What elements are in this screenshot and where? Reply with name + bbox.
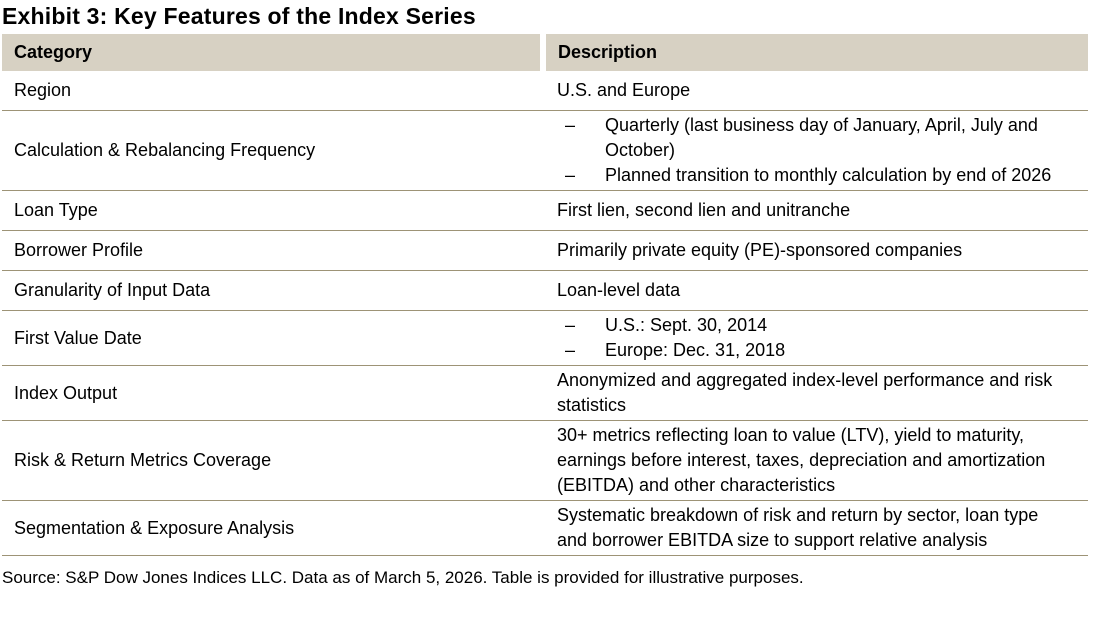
bullet-item: – Europe: Dec. 31, 2018 xyxy=(557,338,1056,363)
dash-bullet-icon: – xyxy=(565,315,576,335)
table-row: Borrower Profile Primarily private equit… xyxy=(2,231,1088,271)
bullet-text: Planned transition to monthly calculatio… xyxy=(605,165,1052,185)
table-row: Segmentation & Exposure Analysis Systema… xyxy=(2,501,1088,556)
category-cell: Risk & Return Metrics Coverage xyxy=(14,450,272,470)
category-cell: Loan Type xyxy=(14,200,98,220)
table-header-row: Category Description xyxy=(2,34,1088,71)
table-body: Region U.S. and Europe Calculation & Reb… xyxy=(2,71,1088,556)
category-cell: First Value Date xyxy=(14,327,142,348)
dash-bullet-icon: – xyxy=(565,340,576,360)
bullet-item: – U.S.: Sept. 30, 2014 xyxy=(557,313,1056,338)
description-cell: Anonymized and aggregated index-level pe… xyxy=(557,370,1053,415)
table-row: Index Output Anonymized and aggregated i… xyxy=(2,366,1088,421)
table-row: Granularity of Input Data Loan-level dat… xyxy=(2,271,1088,311)
column-divider xyxy=(540,34,546,71)
category-cell: Granularity of Input Data xyxy=(14,280,211,300)
exhibit-title: Exhibit 3: Key Features of the Index Ser… xyxy=(2,3,476,29)
category-cell: Calculation & Rebalancing Frequency xyxy=(14,140,316,160)
category-cell: Borrower Profile xyxy=(14,240,144,260)
table-row: Risk & Return Metrics Coverage 30+ metri… xyxy=(2,421,1088,501)
bullet-item: – Quarterly (last business day of January… xyxy=(557,113,1056,163)
column-header-category: Category xyxy=(2,34,540,71)
description-cell: First lien, second lien and unitranche xyxy=(557,200,851,220)
description-cell: Loan-level data xyxy=(557,280,681,300)
bullet-text: Quarterly (last business day of January,… xyxy=(605,115,1038,160)
category-cell: Segmentation & Exposure Analysis xyxy=(14,517,295,538)
column-header-description: Description xyxy=(546,34,1088,71)
description-cell: – Quarterly (last business day of January… xyxy=(546,113,1088,188)
category-cell: Region xyxy=(14,80,72,100)
table-row: Region U.S. and Europe xyxy=(2,71,1088,111)
bullet-text: U.S.: Sept. 30, 2014 xyxy=(605,315,768,335)
description-cell: U.S. and Europe xyxy=(557,80,691,100)
category-cell: Index Output xyxy=(14,382,118,403)
bullet-item: – Planned transition to monthly calculati… xyxy=(557,163,1056,188)
dash-bullet-icon: – xyxy=(565,165,576,185)
table-row: First Value Date – U.S.: Sept. 30, 2014 – E… xyxy=(2,311,1088,366)
description-cell: 30+ metrics reflecting loan to value (LT… xyxy=(557,425,1046,495)
table-row: Calculation & Rebalancing Frequency – Qua… xyxy=(2,111,1088,191)
key-features-table: Category Description Region U.S. and Eur… xyxy=(2,34,1088,556)
table-row: Loan Type First lien, second lien and un… xyxy=(2,191,1088,231)
dash-bullet-icon: – xyxy=(565,115,576,135)
description-cell: Primarily private equity (PE)-sponsored … xyxy=(557,240,963,260)
description-cell: Systematic breakdown of risk and return … xyxy=(557,505,1039,550)
description-cell: – U.S.: Sept. 30, 2014 – Europe: Dec. 31, 2… xyxy=(546,313,1088,363)
bullet-text: Europe: Dec. 31, 2018 xyxy=(605,340,786,360)
source-note: Source: S&P Dow Jones Indices LLC. Data … xyxy=(2,568,804,587)
